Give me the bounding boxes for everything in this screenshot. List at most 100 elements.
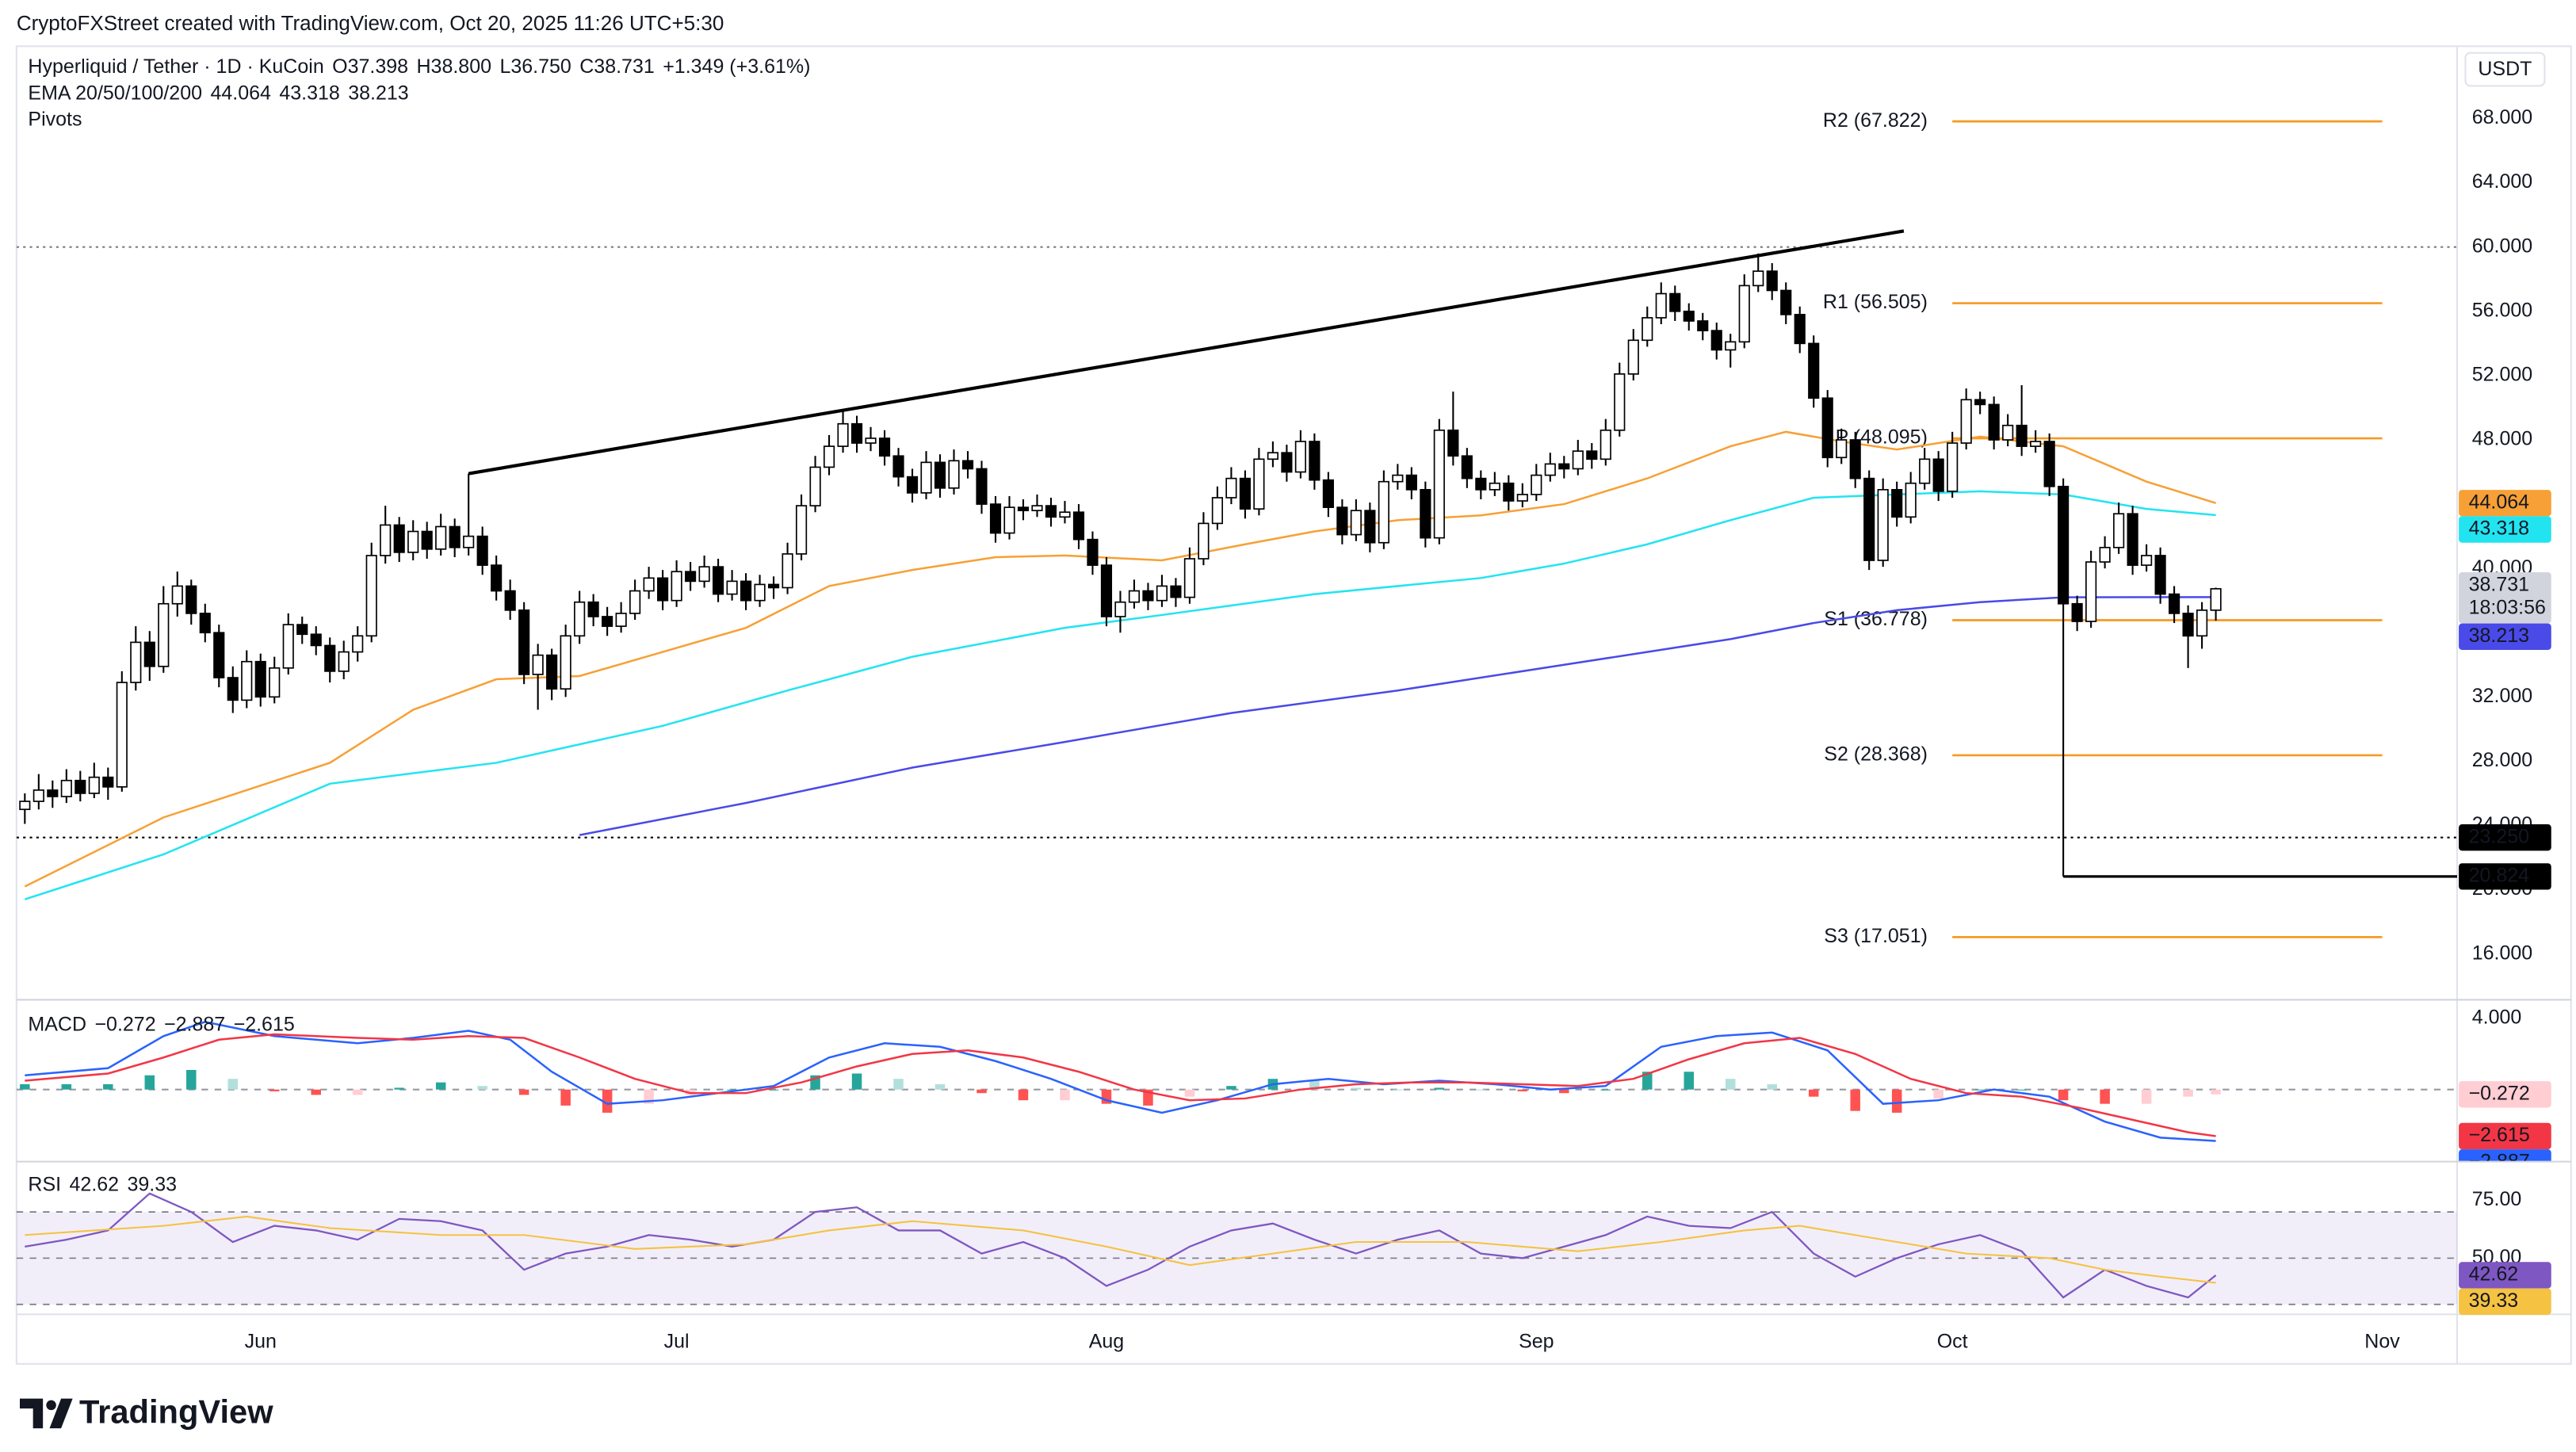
macd-histogram-bar bbox=[2211, 1089, 2221, 1095]
candle-body bbox=[754, 583, 766, 602]
candle-body bbox=[726, 580, 738, 595]
macd-histogram-bar bbox=[2058, 1089, 2069, 1101]
candle-body bbox=[643, 577, 655, 592]
ema-line bbox=[579, 596, 2216, 836]
macd-histogram-bar bbox=[934, 1083, 946, 1090]
tradingview-logo: TradingView bbox=[20, 1393, 273, 1430]
candle-body bbox=[823, 445, 835, 468]
candle-body bbox=[1572, 450, 1584, 470]
macd-histogram-bar bbox=[394, 1087, 404, 1090]
candle-body bbox=[393, 524, 405, 553]
candle-body bbox=[19, 801, 31, 811]
candle-body bbox=[920, 461, 932, 494]
candle-body bbox=[1642, 317, 1653, 342]
candle-body bbox=[365, 555, 377, 637]
macd-histogram-bar bbox=[1517, 1089, 1528, 1091]
ohlc-label: C38.731 bbox=[579, 55, 655, 78]
ema-legend-value: 43.318 bbox=[279, 82, 339, 104]
y-tick-label: 16.000 bbox=[2472, 942, 2532, 964]
candle-body bbox=[130, 641, 142, 683]
price-label-box bbox=[2459, 623, 2551, 650]
y-tick-label: 56.000 bbox=[2472, 299, 2532, 321]
pivot-label: R1 (56.505) bbox=[1823, 291, 1928, 313]
currency-label[interactable]: USDT bbox=[2478, 58, 2532, 80]
candle-body bbox=[1669, 292, 1681, 312]
macd-histogram-bar bbox=[977, 1089, 987, 1094]
candle-body bbox=[906, 476, 919, 494]
symbol-label: Hyperliquid / Tether · 1D · KuCoin bbox=[28, 55, 323, 78]
candle-body bbox=[241, 660, 253, 701]
candle-body bbox=[1072, 511, 1085, 541]
candle-body bbox=[1752, 270, 1764, 287]
price-label: 18:03:56 bbox=[2469, 596, 2546, 618]
candle-body bbox=[1059, 511, 1071, 518]
price-label-box bbox=[2459, 572, 2551, 624]
candle-body bbox=[1087, 538, 1099, 566]
pivot-label: S2 (28.368) bbox=[1824, 743, 1928, 766]
candle-body bbox=[1114, 601, 1126, 617]
macd-histogram-bar bbox=[2141, 1089, 2152, 1104]
candle-body bbox=[269, 667, 281, 698]
candle-body bbox=[2030, 441, 2042, 447]
y-tick-label: 64.000 bbox=[2472, 170, 2532, 193]
candle-body bbox=[1322, 479, 1334, 508]
pivot-label: P (48.095) bbox=[1836, 426, 1928, 449]
ohlc-label: H38.800 bbox=[417, 55, 492, 78]
y-tick-label: 28.000 bbox=[2472, 749, 2532, 771]
candle-body bbox=[934, 461, 946, 489]
candle-body bbox=[1045, 505, 1057, 518]
macd-histogram-bar bbox=[352, 1089, 363, 1095]
candle-body bbox=[1309, 441, 1320, 481]
candle-body bbox=[546, 654, 558, 690]
candle-body bbox=[2113, 513, 2125, 548]
candle-body bbox=[713, 566, 724, 595]
price-label-box bbox=[2459, 824, 2551, 851]
candle-body bbox=[657, 577, 669, 602]
macd-legend-title: MACD bbox=[28, 1013, 86, 1035]
macd-histogram-bar bbox=[1891, 1089, 1902, 1113]
candle-body bbox=[1891, 488, 1903, 518]
ohlc-label: O37.398 bbox=[332, 55, 408, 78]
candle-body bbox=[1544, 463, 1556, 476]
candle-body bbox=[795, 505, 808, 555]
candle-body bbox=[60, 779, 72, 797]
candle-body bbox=[2043, 441, 2055, 487]
candle-body bbox=[809, 466, 821, 506]
macd-histogram-bar bbox=[893, 1079, 904, 1090]
x-tick-label: Nov bbox=[2364, 1330, 2400, 1352]
candle-body bbox=[1378, 480, 1389, 544]
macd-histogram-bar bbox=[1808, 1089, 1819, 1097]
candle-body bbox=[32, 789, 44, 802]
candle-body bbox=[1905, 482, 1917, 518]
candle-body bbox=[1142, 590, 1154, 602]
price-label-box bbox=[2459, 863, 2551, 890]
candle-body bbox=[782, 553, 793, 589]
macd-histogram-bar bbox=[1060, 1089, 1070, 1101]
candle-body bbox=[1531, 474, 1542, 495]
candle-body bbox=[865, 438, 877, 444]
candle-body bbox=[171, 585, 183, 605]
candle-body bbox=[1420, 488, 1431, 539]
candle-body bbox=[2196, 609, 2208, 637]
macd-histogram-bar bbox=[1393, 1089, 1403, 1091]
main-pane: R2 (67.822)R1 (56.505)P (48.095)S1 (36.7… bbox=[16, 109, 2457, 947]
macd-histogram-bar bbox=[311, 1089, 321, 1095]
x-tick-label: Jul bbox=[664, 1330, 690, 1352]
ema-legend-label: EMA 20/50/100/200 bbox=[28, 82, 202, 104]
candle-body bbox=[2002, 424, 2014, 441]
candle-body bbox=[1836, 439, 1848, 459]
candle-body bbox=[1780, 289, 1792, 315]
currency-button[interactable] bbox=[2464, 52, 2546, 87]
candle-body bbox=[1156, 585, 1168, 602]
candle-body bbox=[1198, 522, 1210, 560]
candle-body bbox=[560, 635, 571, 690]
candle-body bbox=[227, 677, 239, 701]
macd-histogram-bar bbox=[103, 1083, 113, 1090]
candle-body bbox=[878, 438, 891, 457]
candle-body bbox=[740, 580, 752, 602]
macd-histogram-bar bbox=[435, 1082, 446, 1090]
macd-legend-value: −0.272 bbox=[94, 1013, 155, 1035]
candle-body bbox=[185, 585, 197, 614]
footer-brand: TradingView bbox=[79, 1393, 273, 1430]
macd-histogram-bar bbox=[1684, 1072, 1695, 1090]
